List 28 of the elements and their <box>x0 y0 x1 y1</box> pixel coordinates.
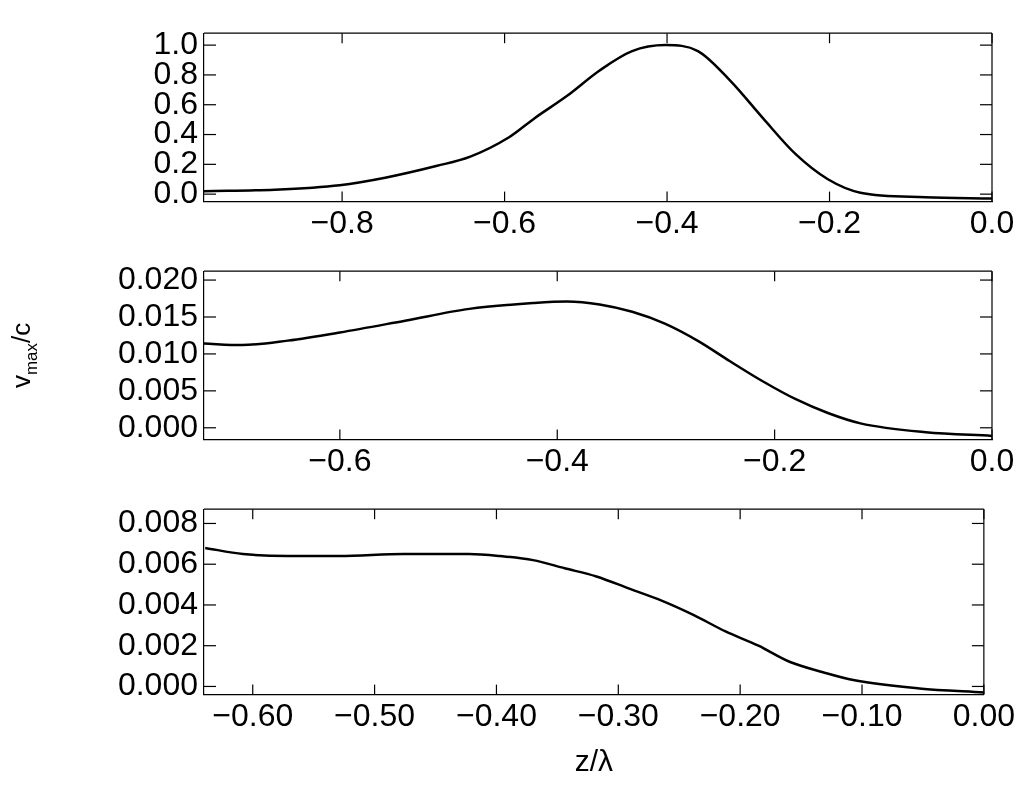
x-tick-label: 0.00 <box>952 696 1015 733</box>
x-tick-label: −0.60 <box>212 696 294 733</box>
y-tick-label: 0.006 <box>117 544 198 581</box>
y-tick-label: 0.010 <box>117 333 198 370</box>
y-tick-label: 0.002 <box>117 625 198 662</box>
x-tick-label: 0.0 <box>969 441 1015 478</box>
x-tick-label: −0.30 <box>577 696 659 733</box>
x-tick-label: −0.20 <box>699 696 781 733</box>
x-tick-label: 0.0 <box>969 203 1015 240</box>
x-tick-label: −0.2 <box>797 203 862 240</box>
y-tick-label: 0.020 <box>117 259 198 296</box>
y-tick-label: 0.000 <box>117 666 198 703</box>
x-tick-label: −0.6 <box>472 203 537 240</box>
y-tick-label: 0.005 <box>117 370 198 407</box>
x-tick-label: −0.50 <box>334 696 416 733</box>
x-tick-label: −0.4 <box>635 203 699 240</box>
y-tick-label: 0.015 <box>117 296 198 333</box>
x-tick-label: −0.6 <box>308 441 372 478</box>
y-tick-label: 0.008 <box>117 503 198 540</box>
x-tick-label: −0.4 <box>525 441 589 478</box>
y-axis-title: vmax/c <box>6 322 41 388</box>
y-tick-label: 0.004 <box>117 584 198 621</box>
x-tick-label: −0.2 <box>743 441 807 478</box>
y-tick-label: 0.000 <box>117 407 198 444</box>
x-axis-title: z/λ <box>574 744 614 777</box>
x-tick-label: −0.8 <box>310 203 374 240</box>
x-tick-label: −0.10 <box>821 696 903 733</box>
x-tick-label: −0.40 <box>455 696 537 733</box>
